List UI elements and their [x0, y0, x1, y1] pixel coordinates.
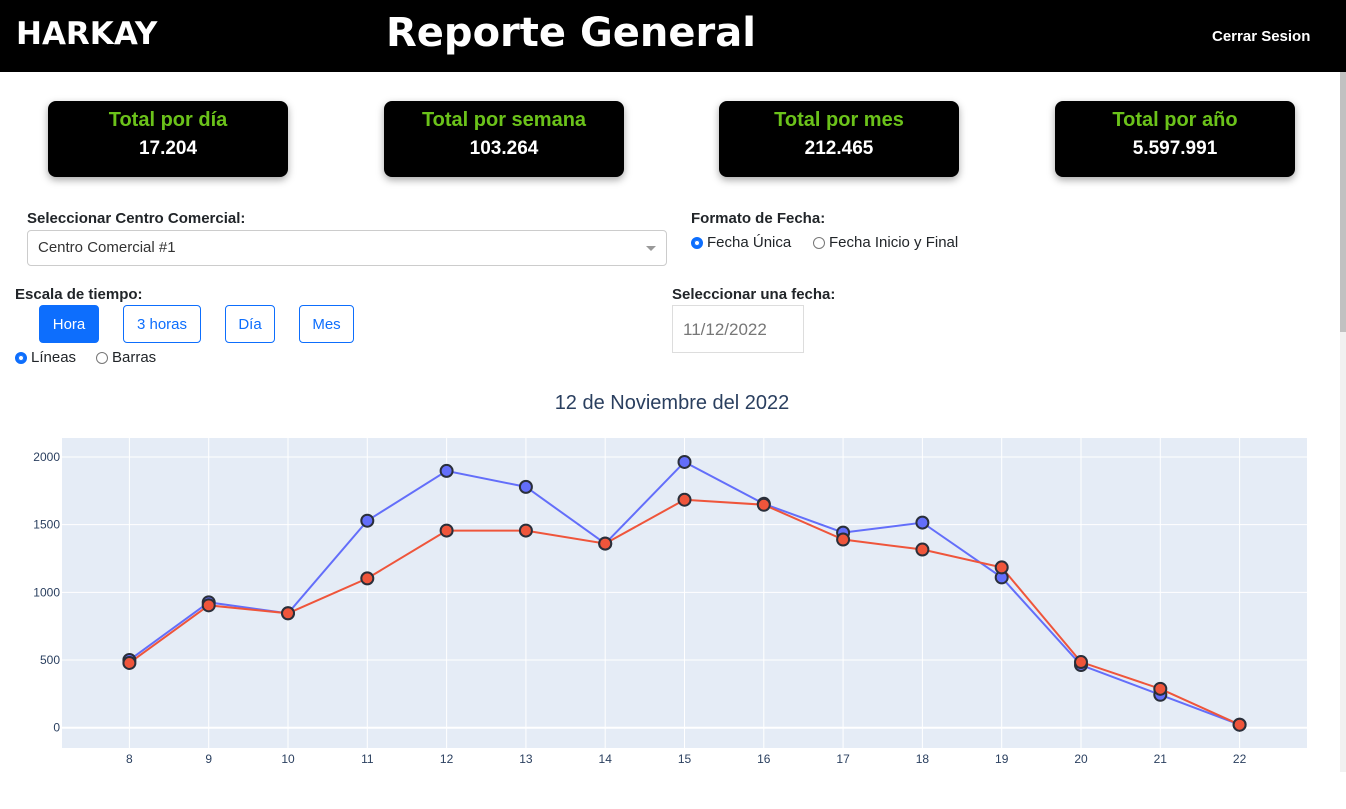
radio-unchecked-icon: [96, 351, 108, 364]
radio-label: Barras: [112, 349, 157, 366]
data-point-series-2[interactable]: [677, 492, 692, 507]
top-navbar: HARKAY Reporte General Cerrar Sesion: [0, 0, 1346, 72]
date-format-label: Formato de Fecha:: [691, 210, 826, 227]
data-point-series-2[interactable]: [1232, 717, 1247, 732]
logout-link[interactable]: Cerrar Sesion: [1212, 28, 1311, 45]
radio-label: Fecha Inicio y Final: [829, 234, 959, 251]
card-total-year: Total por año 5.597.991: [1055, 101, 1295, 177]
page-title: Reporte General: [386, 10, 756, 56]
card-label: Total por año: [1112, 109, 1238, 131]
date-picker-label: Seleccionar una fecha:: [672, 286, 836, 303]
data-point-series-2[interactable]: [1073, 655, 1088, 670]
y-tick-label: 0: [53, 721, 60, 735]
data-point-series-2[interactable]: [518, 523, 533, 538]
scale-day-button[interactable]: Día: [225, 305, 275, 343]
radio-label: Fecha Única: [707, 234, 792, 251]
card-label: Total por mes: [774, 109, 904, 131]
x-tick-label: 14: [599, 752, 613, 766]
mall-select[interactable]: Centro Comercial #1: [27, 230, 667, 266]
x-tick-label: 11: [361, 752, 374, 766]
radio-label: Líneas: [31, 349, 77, 366]
data-point-series-2[interactable]: [281, 606, 296, 621]
data-point-series-1[interactable]: [360, 513, 375, 528]
card-value: 17.204: [138, 138, 198, 159]
card-value: 103.264: [469, 138, 539, 159]
x-tick-label: 9: [205, 752, 212, 766]
chevron-down-icon: [646, 246, 656, 251]
card-label: Total por semana: [421, 109, 587, 131]
data-point-series-2[interactable]: [915, 542, 930, 557]
x-tick-label: 21: [1154, 752, 1168, 766]
y-tick-label: 1000: [33, 585, 60, 599]
radio-single-date[interactable]: Fecha Única: [691, 234, 791, 251]
x-tick-label: 15: [678, 752, 692, 766]
x-tick-label: 17: [836, 752, 850, 766]
scale-hour-button[interactable]: Hora: [39, 305, 99, 343]
radio-date-range[interactable]: Fecha Inicio y Final: [813, 234, 958, 251]
radio-unchecked-icon: [813, 236, 825, 249]
chart-title: 12 de Noviembre del 2022: [555, 392, 790, 414]
data-point-series-2[interactable]: [598, 536, 613, 551]
mall-select-value: Centro Comercial #1: [38, 239, 176, 256]
card-label: Total por día: [108, 109, 228, 131]
radio-lines[interactable]: Líneas: [15, 349, 76, 366]
x-tick-label: 10: [281, 752, 295, 766]
data-point-series-2[interactable]: [201, 598, 216, 613]
data-point-series-2[interactable]: [360, 571, 375, 586]
radio-checked-icon: [15, 351, 27, 364]
x-tick-label: 22: [1233, 752, 1247, 766]
brand-logo: HARKAY: [16, 16, 158, 52]
date-input[interactable]: 11/12/2022: [672, 305, 804, 353]
line-chart: 12 de Noviembre del 2022 8 9 10 11 12 13 14 15 1…: [33, 392, 1307, 766]
card-value: 5.597.991: [1132, 138, 1218, 159]
x-tick-label: 12: [440, 752, 454, 766]
y-tick-label: 2000: [33, 450, 60, 464]
x-tick-label: 18: [916, 752, 930, 766]
x-tick-label: 13: [519, 752, 533, 766]
data-point-series-2[interactable]: [994, 560, 1009, 575]
data-point-series-2[interactable]: [836, 532, 851, 547]
radio-bars[interactable]: Barras: [96, 349, 156, 366]
scrollbar[interactable]: [1340, 72, 1346, 772]
card-total-month: Total por mes 212.465: [719, 101, 959, 177]
data-point-series-2[interactable]: [439, 523, 454, 538]
card-total-week: Total por semana 103.264: [384, 101, 624, 177]
card-total-day: Total por día 17.204: [48, 101, 288, 177]
scale-3hours-button[interactable]: 3 horas: [123, 305, 201, 343]
data-point-series-2[interactable]: [122, 655, 137, 670]
y-tick-label: 1500: [33, 518, 60, 532]
data-point-series-2[interactable]: [756, 497, 771, 512]
data-point-series-1[interactable]: [915, 515, 930, 530]
scrollbar-thumb[interactable]: [1340, 72, 1346, 332]
card-value: 212.465: [804, 138, 874, 159]
data-point-series-1[interactable]: [677, 454, 692, 469]
time-scale-label: Escala de tiempo:: [15, 286, 143, 303]
data-point-series-2[interactable]: [1153, 681, 1168, 696]
x-tick-label: 8: [126, 752, 133, 766]
x-tick-label: 19: [995, 752, 1009, 766]
data-point-series-1[interactable]: [518, 479, 533, 494]
radio-checked-icon: [691, 236, 703, 249]
x-tick-label: 20: [1074, 752, 1088, 766]
y-tick-label: 500: [40, 653, 60, 667]
mall-label: Seleccionar Centro Comercial:: [27, 210, 246, 227]
scale-month-button[interactable]: Mes: [299, 305, 354, 343]
x-tick-label: 16: [757, 752, 771, 766]
data-point-series-1[interactable]: [439, 463, 454, 478]
